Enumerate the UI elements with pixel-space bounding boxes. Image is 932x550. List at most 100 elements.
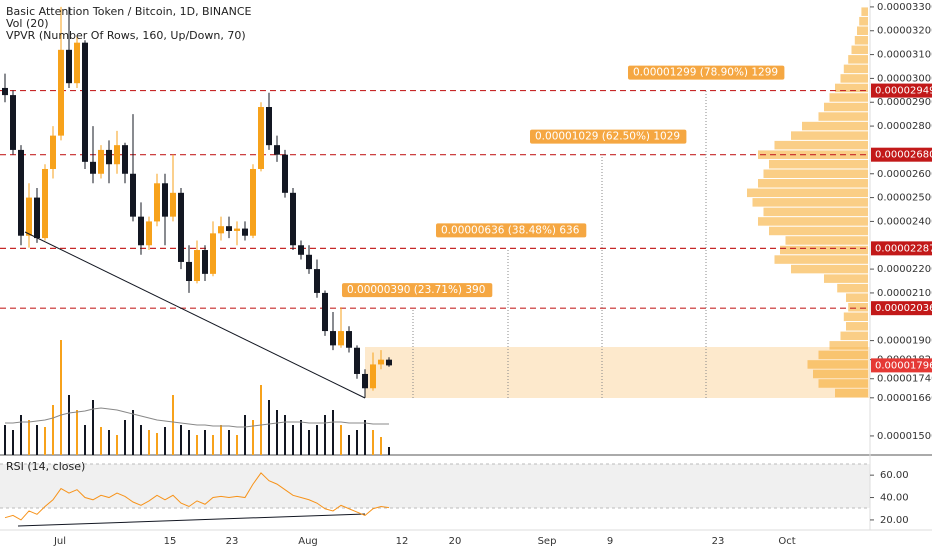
candle-body (330, 331, 336, 346)
candle-body (322, 292, 328, 332)
volume-bar (108, 430, 110, 455)
last-price-tag (871, 358, 932, 373)
volume-bar (4, 425, 6, 455)
vpvr-row (818, 379, 868, 388)
rsi-label: RSI (14, close) (6, 460, 85, 473)
volume-bar (276, 410, 278, 455)
candle-body (202, 250, 208, 274)
candle-body (130, 173, 136, 217)
volume-bar (92, 400, 94, 455)
rsi-tick-label: 20.00 (880, 515, 909, 526)
chart-title: Basic Attention Token / Bitcoin, 1D, BIN… (6, 5, 252, 18)
vpvr-row (851, 45, 868, 55)
vpvr-row (840, 74, 868, 83)
candle-body (186, 261, 192, 282)
vpvr-row (747, 188, 868, 198)
rsi-line (4, 472, 390, 521)
volume-bar (60, 340, 62, 455)
candle-body (34, 197, 40, 239)
rsi-tick-label: 60.00 (880, 470, 909, 481)
volume-bar (268, 400, 270, 455)
candle-body (354, 347, 360, 374)
x-tick-label: Oct (778, 536, 795, 547)
volume-bar (292, 425, 294, 455)
vpvr-row (813, 369, 868, 379)
measure-label: 0.00000636 (38.48%) 636 (441, 224, 580, 236)
volume-bar (196, 435, 198, 455)
candle-body (10, 95, 16, 150)
vpvr-row (846, 322, 868, 331)
candle-body (106, 149, 112, 165)
volume-bar (116, 435, 118, 455)
x-tick-label: 23 (712, 536, 725, 547)
candle-body (362, 373, 368, 389)
volume-bar (364, 420, 366, 455)
price-tag (871, 241, 932, 256)
volume-bar (300, 420, 302, 455)
candle-body (18, 149, 24, 236)
vpvr-row (837, 283, 868, 293)
rsi-tick-label: 40.00 (880, 493, 909, 504)
candle-body (298, 245, 304, 255)
x-tick-label: 20 (449, 536, 462, 547)
price-tag-label: 0.00002036 (875, 303, 932, 314)
y-tick-label: 0.00001740 (877, 374, 932, 385)
volume-bar (204, 430, 206, 455)
volume-bar (52, 405, 54, 455)
volume-bar (244, 415, 246, 455)
volume-bar (228, 430, 230, 455)
volume-bar (324, 415, 326, 455)
vpvr-row (854, 36, 868, 45)
price-tag-label: 0.00002949 (875, 86, 932, 97)
x-tick-label: 12 (396, 536, 409, 547)
candle-body (226, 226, 232, 231)
volume-bar (188, 430, 190, 455)
trend-line (24, 231, 366, 399)
vpvr-row (758, 179, 868, 188)
y-tick-label: 0.00001900 (877, 336, 932, 347)
volume-bar (20, 415, 22, 455)
volume-bar (260, 385, 262, 455)
volume-bar (316, 425, 318, 455)
candle-body (218, 226, 224, 234)
volume-bar (12, 430, 14, 455)
volume-bar (348, 435, 350, 455)
vpvr-row (785, 236, 868, 245)
candle-body (122, 145, 128, 174)
vpvr-row (763, 207, 868, 217)
last-price-label: 0.00001796 (875, 360, 932, 371)
vpvr-row (824, 102, 868, 112)
candle-body (58, 49, 64, 136)
measure-label: 0.00000390 (23.71%) 390 (347, 284, 485, 296)
candle-body (306, 254, 312, 270)
x-tick-label: Sep (538, 536, 557, 547)
candle-body (74, 42, 80, 84)
volume-bar (36, 425, 38, 455)
vpvr-row (829, 93, 868, 102)
volume-bar (380, 437, 382, 455)
volume-bar (132, 410, 134, 455)
volume-bar (28, 420, 30, 455)
candle-body (178, 192, 184, 262)
price-tag (871, 147, 932, 162)
volume-bar (124, 420, 126, 455)
y-tick-label: 0.00002600 (877, 169, 932, 180)
candle-body (386, 359, 392, 366)
x-tick-label: 15 (164, 536, 177, 547)
volume-bar (156, 433, 158, 455)
candle-body (210, 233, 216, 274)
vpvr-row (859, 16, 868, 26)
vpvr-row (774, 255, 868, 264)
volume-bar (356, 430, 358, 455)
vpvr-row (848, 302, 868, 312)
candle-body (154, 183, 160, 222)
candle-body (138, 216, 144, 246)
price-tag (871, 83, 932, 98)
volume-bar (180, 425, 182, 455)
vpvr-row (802, 121, 868, 131)
volume-bar (212, 435, 214, 455)
y-tick-label: 0.00002400 (877, 216, 932, 227)
vpvr-row (843, 312, 868, 322)
candle-body (258, 107, 264, 169)
